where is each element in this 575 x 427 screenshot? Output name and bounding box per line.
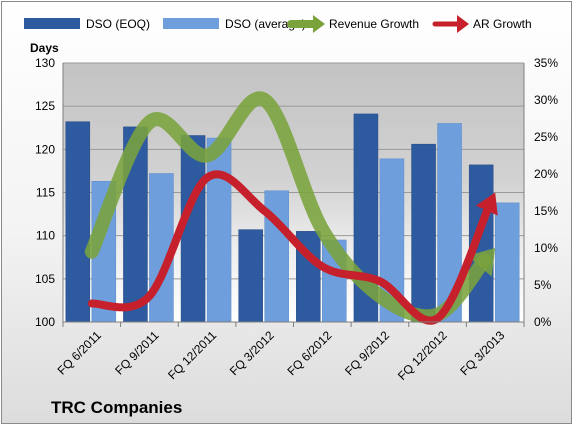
bar-dso-eoq <box>238 229 263 323</box>
company-name: TRC Companies <box>51 398 183 417</box>
left-axis-title: Days <box>30 41 59 55</box>
x-category-label: FQ 3/2013 <box>457 328 507 378</box>
left-tick-label: 125 <box>35 99 55 113</box>
x-category-label: FQ 9/2011 <box>112 328 162 378</box>
ar-growth-arrowhead <box>475 192 498 216</box>
left-tick-label: 120 <box>35 142 55 156</box>
ar-growth-line <box>87 170 494 325</box>
legend-dso-average-label: DSO (average) <box>225 17 306 31</box>
bar-dso-average <box>206 137 232 323</box>
right-tick-label: 25% <box>534 130 558 144</box>
legend-dso-eoq-label: DSO (EOQ) <box>86 17 150 31</box>
left-tick-label: 105 <box>35 272 55 286</box>
legend-ar-growth-swatch-head <box>457 15 469 33</box>
left-tick-label: 100 <box>35 315 55 329</box>
x-category-label: FQ 6/2012 <box>284 328 334 378</box>
left-tick-label: 110 <box>36 229 55 243</box>
legend-revenue-growth-label: Revenue Growth <box>329 17 419 31</box>
legend-dso-eoq-swatch <box>24 18 80 29</box>
bar-dso-eoq <box>411 143 436 323</box>
right-tick-label: 30% <box>534 93 558 107</box>
left-tick-label: 130 <box>35 56 55 70</box>
x-category-label: FQ 6/2011 <box>55 328 105 378</box>
legend-revenue-growth-swatch-head <box>313 15 325 33</box>
bar-dso-average <box>494 202 520 323</box>
x-category-label: FQ 3/2012 <box>227 328 277 378</box>
x-category-label: FQ 12/2012 <box>395 328 450 383</box>
x-category-label: FQ 9/2012 <box>342 328 392 378</box>
right-tick-label: 10% <box>534 241 558 255</box>
right-tick-label: 15% <box>534 204 558 218</box>
x-category-label: FQ 12/2011 <box>165 328 219 382</box>
left-tick-label: 115 <box>36 186 55 200</box>
legend-dso-average-swatch <box>163 18 219 29</box>
bar-dso-eoq <box>65 121 91 323</box>
right-tick-label: 35% <box>534 56 558 70</box>
right-tick-label: 5% <box>534 278 552 292</box>
legend-ar-growth-label: AR Growth <box>473 17 532 31</box>
right-tick-label: 0% <box>534 315 552 329</box>
right-tick-label: 20% <box>534 167 558 181</box>
